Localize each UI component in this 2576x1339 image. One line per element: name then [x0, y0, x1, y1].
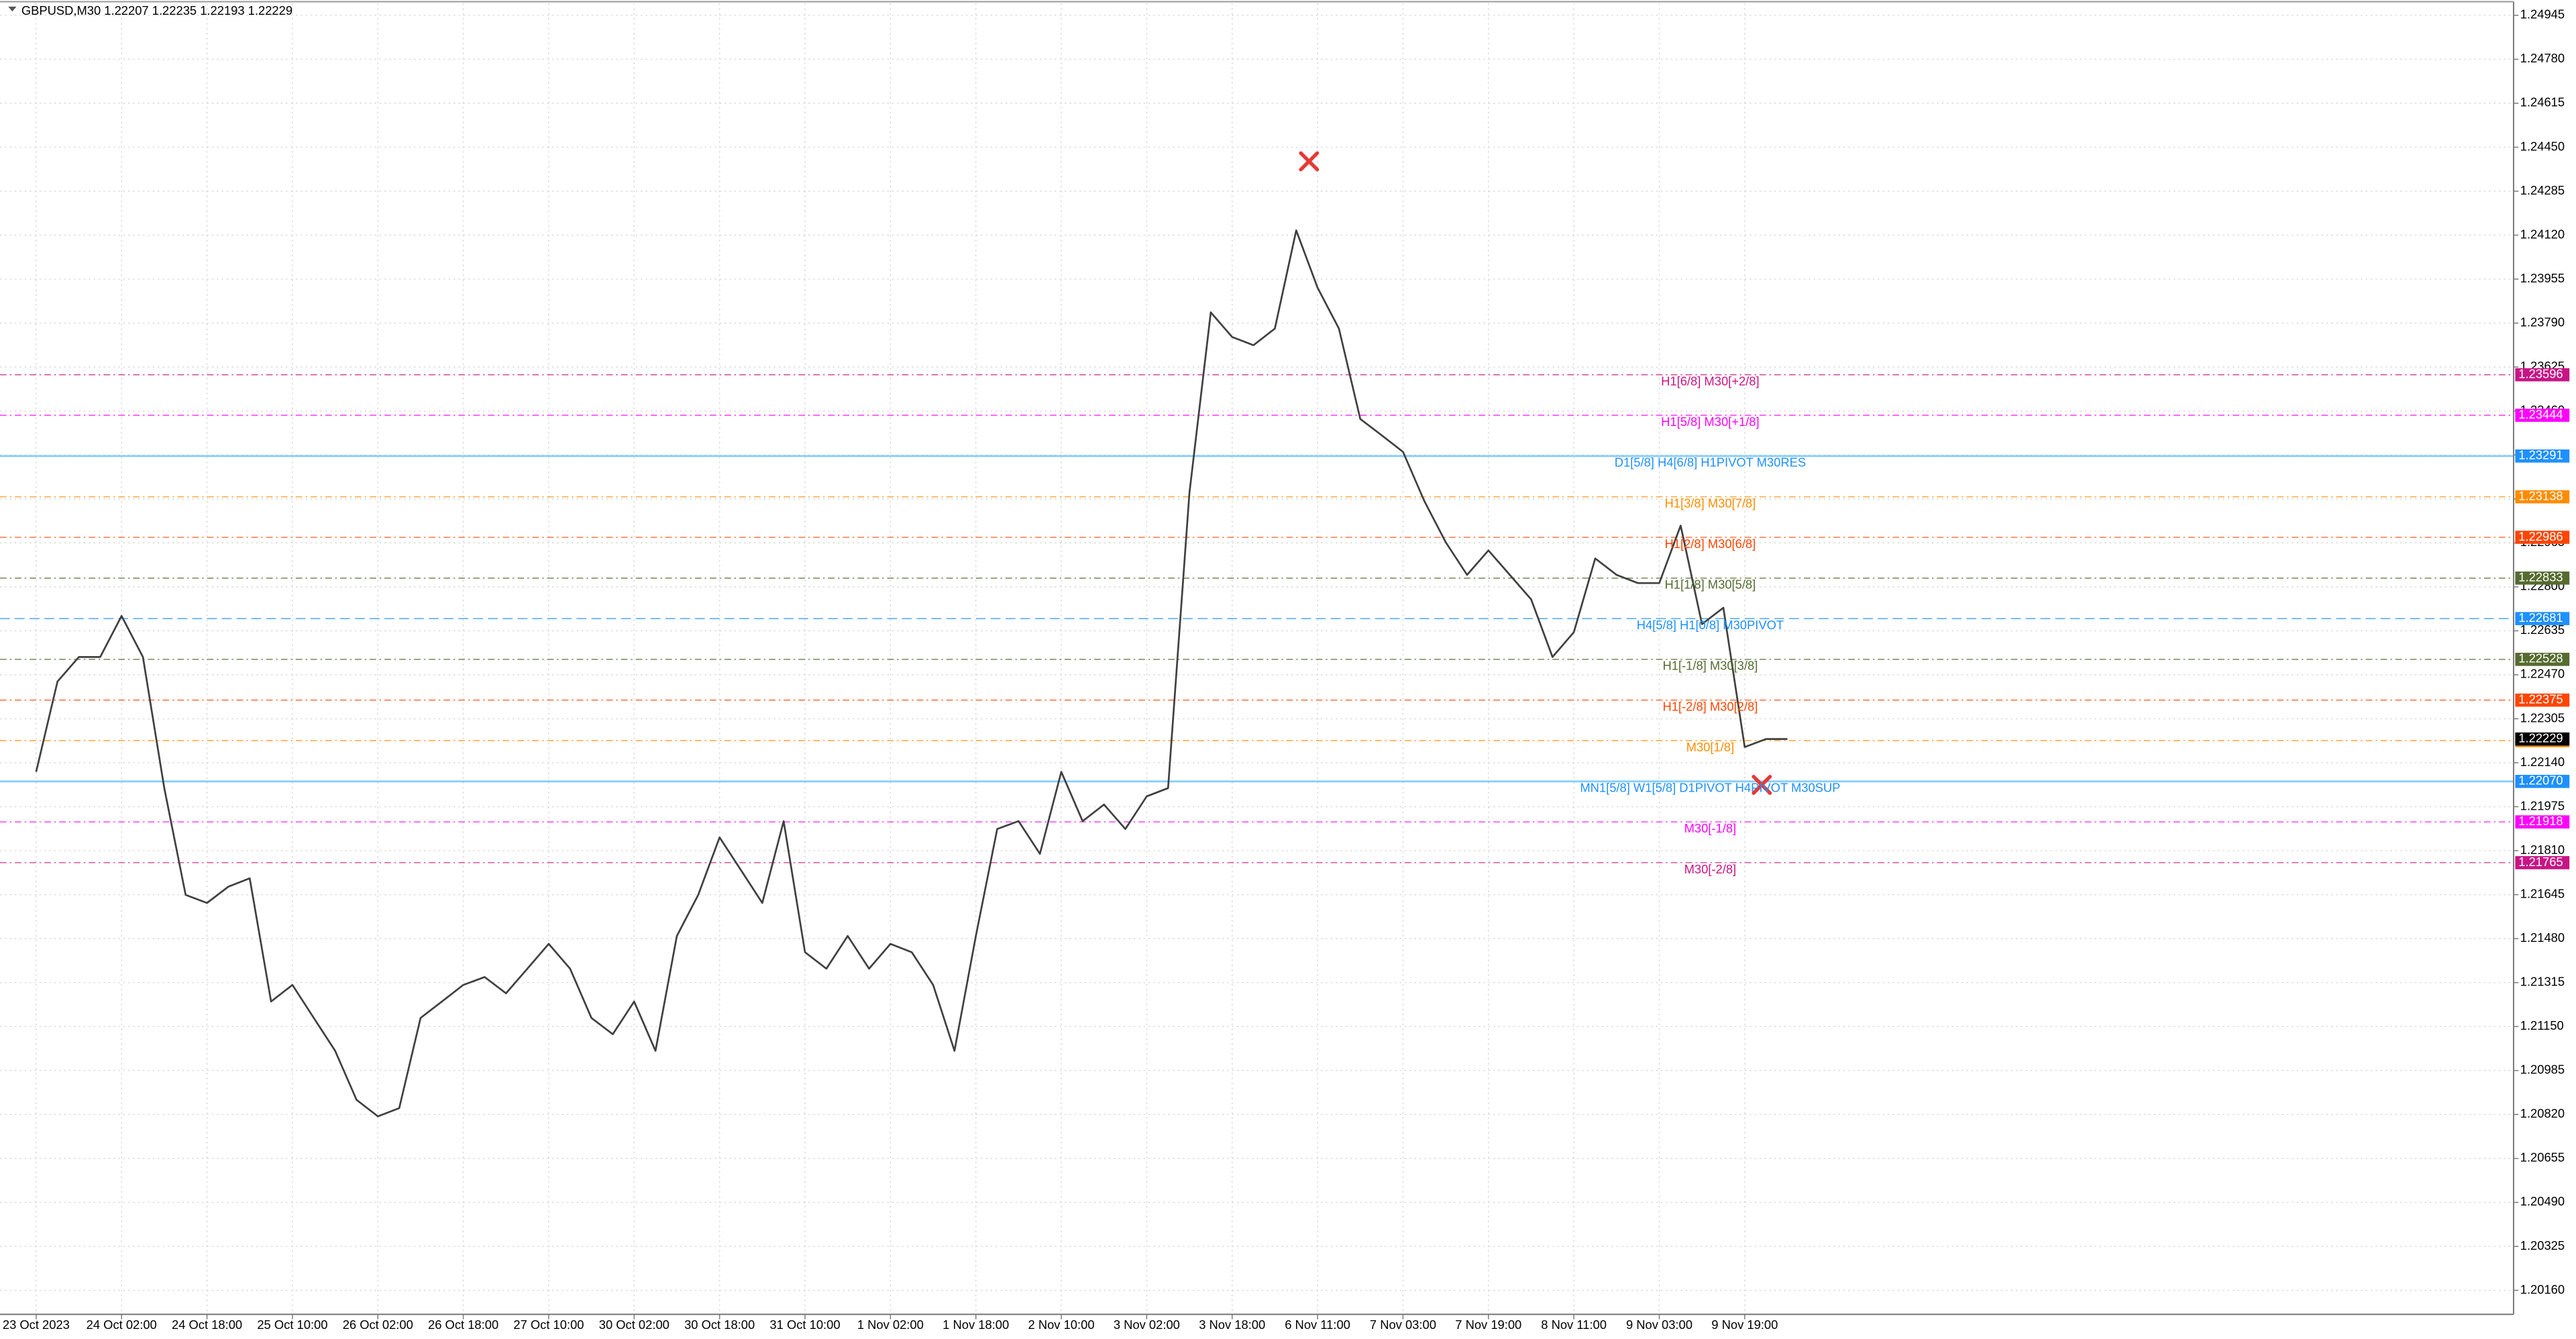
x-tick-label: 25 Oct 10:00: [257, 1318, 327, 1332]
level-price-label: 1.22528: [2518, 651, 2563, 665]
level-name: M30[-2/8]: [1684, 862, 1737, 876]
x-tick-label: 26 Oct 18:00: [428, 1318, 498, 1332]
x-tick-label: 7 Nov 19:00: [1455, 1318, 1521, 1332]
x-tick-label: 27 Oct 10:00: [513, 1318, 584, 1332]
y-tick-label: 1.20820: [2520, 1106, 2565, 1120]
price-line: [35, 229, 1788, 1118]
level-name: H4[5/8] H1[0/8] M30PIVOT: [1637, 618, 1784, 632]
axis: 1.24945 1.24780 1.24615 1.24450 1.24285 1.241…: [3, 7, 2570, 1332]
level-price-box: [2515, 571, 2570, 585]
level-price-label: 1.22681: [2518, 610, 2563, 625]
level-name: M30[-1/8]: [1684, 821, 1737, 835]
y-tick-label: 1.23790: [2520, 315, 2565, 329]
x-tick-label: 7 Nov 03:00: [1370, 1318, 1436, 1332]
level-price-box: [2515, 856, 2570, 869]
x-tick-label: 26 Oct 02:00: [343, 1318, 413, 1332]
x-tick-label: 3 Nov 02:00: [1114, 1318, 1180, 1332]
y-tick-label: 1.20325: [2520, 1238, 2565, 1252]
level-price-label: 1.23291: [2518, 448, 2563, 462]
time-axis: [0, 1314, 2576, 1339]
level-name: M30[1/8]: [1686, 740, 1734, 754]
levels: [0, 374, 2514, 863]
level-price-label: 1.22070: [2518, 773, 2563, 788]
y-tick-label: 1.22470: [2520, 667, 2565, 681]
level-price-label: 1.21918: [2518, 814, 2563, 828]
level-name: H1[6/8] M30[+2/8]: [1661, 374, 1759, 388]
title-arrow: [8, 6, 17, 12]
x-tick-label: 9 Nov 03:00: [1626, 1318, 1693, 1332]
fractal-marker: [1752, 775, 1772, 795]
level-price-box: [2515, 775, 2570, 788]
y-tick-label: 1.23955: [2520, 271, 2565, 285]
x-tick-label: 31 Oct 10:00: [769, 1318, 840, 1332]
level-price-label: 1.23138: [2518, 488, 2563, 502]
level-price-box: [2515, 612, 2570, 625]
level-name: H1[2/8] M30[6/8]: [1665, 537, 1756, 551]
x-tick-label: 6 Nov 11:00: [1285, 1318, 1350, 1332]
y-tick-label: 1.24945: [2520, 7, 2565, 21]
y-tick-label: 1.22305: [2520, 710, 2565, 725]
level-price-label: 1.23596: [2518, 366, 2563, 380]
x-tick-label: 1 Nov 02:00: [857, 1318, 924, 1332]
grid: [0, 3, 2514, 1315]
x-tick-label: 24 Oct 02:00: [87, 1318, 157, 1332]
last-price-box: [2515, 732, 2570, 746]
y-tick-label: 1.21645: [2520, 886, 2565, 900]
y-tick-label: 1.21975: [2520, 798, 2565, 812]
x-tick-label: 9 Nov 19:00: [1711, 1318, 1778, 1332]
level-name: H1[1/8] M30[5/8]: [1665, 578, 1756, 592]
y-tick-label: 1.21315: [2520, 975, 2565, 989]
level-price-label: 1.22375: [2518, 692, 2563, 706]
y-tick-label: 1.20160: [2520, 1282, 2565, 1296]
level-price-box: [2515, 449, 2570, 463]
level-price-label: 1.22833: [2518, 570, 2563, 584]
y-tick-label: 1.20490: [2520, 1194, 2565, 1208]
y-tick-label: 1.22635: [2520, 623, 2565, 637]
y-tick-label: 1.21480: [2520, 930, 2565, 945]
level-price-box: [2515, 531, 2570, 544]
plot: [35, 151, 1788, 1118]
x-tick-label: 30 Oct 18:00: [684, 1318, 755, 1332]
level-name: H1[5/8] M30[+1/8]: [1661, 415, 1759, 429]
level-labels: H1[6/8] M30[+2/8] H1[5/8] M30[+1/8] D1[5/8…: [1580, 374, 1840, 876]
level-price-box: [2515, 368, 2570, 382]
fractal-marker: [1299, 151, 1320, 172]
level-name: H1[3/8] M30[7/8]: [1665, 496, 1756, 510]
level-price-label: 1.23444: [2518, 407, 2563, 421]
x-tick-label: 24 Oct 18:00: [172, 1318, 242, 1332]
y-tick-label: 1.24450: [2520, 139, 2565, 153]
level-price-box: [2515, 693, 2570, 707]
y-tick-label: 1.20655: [2520, 1150, 2565, 1165]
level-price-box: [2515, 815, 2570, 828]
level-price-box: [2515, 653, 2570, 666]
price-axis: [2513, 0, 2576, 1339]
x-tick-label: 8 Nov 11:00: [1541, 1318, 1607, 1332]
x-tick-label: 1 Nov 18:00: [943, 1318, 1009, 1332]
x-tick-label: 2 Nov 10:00: [1028, 1318, 1095, 1332]
last-price-label: 1.22229: [2518, 731, 2563, 745]
level-price-box: [2515, 490, 2570, 504]
level-price-box: [2515, 409, 2570, 422]
y-tick-label: 1.24780: [2520, 51, 2565, 65]
level-name: D1[5/8] H4[6/8] H1PIVOT M30RES: [1615, 456, 1806, 470]
level-name: H1[-1/8] M30[3/8]: [1662, 659, 1758, 673]
y-tick-label: 1.24615: [2520, 95, 2565, 109]
y-tick-label: 1.21150: [2520, 1018, 2564, 1032]
y-tick-label: 1.20985: [2520, 1063, 2565, 1077]
x-tick-label: 3 Nov 18:00: [1199, 1318, 1265, 1332]
y-tick-label: 1.24120: [2520, 227, 2565, 241]
chart-title: GBPUSD,M30 1.22207 1.22235 1.22193 1.222…: [21, 3, 292, 17]
x-tick-label: 30 Oct 02:00: [599, 1318, 669, 1332]
level-name: MN1[5/8] W1[5/8] D1PIVOT H4PIVOT M30SUP: [1580, 781, 1840, 795]
level-price-label: 1.22986: [2518, 529, 2563, 543]
level-price-label: 1.21765: [2518, 855, 2563, 869]
level-name: H1[-2/8] M30[2/8]: [1662, 700, 1758, 714]
y-tick-label: 1.21810: [2520, 843, 2565, 857]
y-tick-label: 1.24285: [2520, 183, 2565, 197]
y-tick-label: 1.22140: [2520, 755, 2565, 769]
x-tick-label: 23 Oct 2023: [3, 1318, 70, 1332]
